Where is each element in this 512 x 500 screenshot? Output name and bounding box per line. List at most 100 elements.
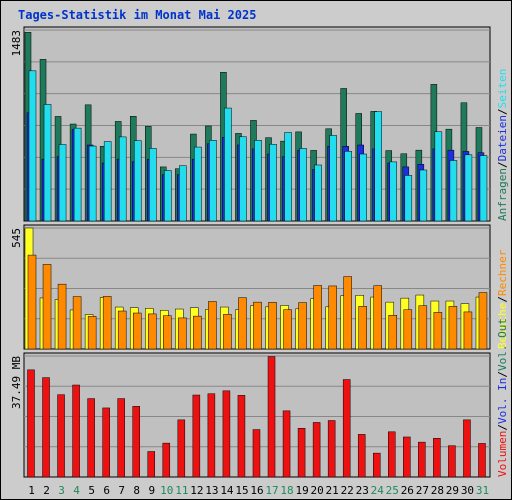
top-bar-seiten-day-26 <box>404 175 413 222</box>
day-label-3: 3 <box>58 484 65 497</box>
day-label-1: 1 <box>28 484 35 497</box>
day-label-13: 13 <box>205 484 218 497</box>
top-bar-seiten-day-6 <box>103 141 112 222</box>
day-label-24: 24 <box>371 484 385 497</box>
middle-legend-part: Besuche <box>496 303 509 349</box>
bottom-bar-volumen-day-20 <box>312 422 321 478</box>
top-legend-part: / <box>496 108 509 115</box>
top-bar-seiten-day-14 <box>224 107 232 222</box>
day-label-4: 4 <box>73 484 80 497</box>
bottom-bar-volumen-day-9 <box>147 451 156 478</box>
bottom-legend-part: Volumen <box>496 431 509 477</box>
top-legend-part: Dateien <box>496 115 509 161</box>
middle-bar-rechner-day-7 <box>117 310 127 350</box>
bottom-bar-volumen-day-16 <box>252 429 261 478</box>
top-bar-seiten-day-13 <box>209 140 217 222</box>
middle-bar-rechner-day-16 <box>253 301 262 350</box>
middle-bar-rechner-day-30 <box>463 311 473 350</box>
top-bar-seiten-day-1 <box>28 70 37 222</box>
middle-legend-part: / <box>496 296 509 303</box>
middle-bar-rechner-day-10 <box>163 315 172 350</box>
middle-bar-rechner-day-17 <box>268 302 277 350</box>
top-bar-seiten-day-2 <box>43 104 52 222</box>
day-label-16: 16 <box>250 484 263 497</box>
bottom-bar-volumen-day-2 <box>42 377 50 478</box>
top-bar-seiten-day-9 <box>149 148 157 222</box>
day-label-29: 29 <box>446 484 459 497</box>
day-label-12: 12 <box>190 484 203 497</box>
middle-bar-rechner-day-14 <box>223 314 232 350</box>
top-legend-part: / <box>496 161 509 168</box>
middle-bar-rechner-day-6 <box>102 296 112 350</box>
bottom-bar-volumen-day-15 <box>237 395 246 478</box>
middle-bar-rechner-day-5 <box>87 316 97 350</box>
top-bar-seiten-day-4 <box>73 127 82 222</box>
bottom-bar-volumen-day-11 <box>177 419 186 478</box>
top-ytick-label: 1483 <box>10 30 23 57</box>
bottom-bar-volumen-day-29 <box>448 445 456 478</box>
bottom-bar-volumen-day-6 <box>102 407 110 478</box>
top-bar-seiten-day-22 <box>344 151 352 222</box>
bottom-bar-volumen-day-12 <box>192 394 201 478</box>
bottom-bar-volumen-day-26 <box>403 436 411 478</box>
bottom-bar-volumen-day-23 <box>357 434 366 478</box>
middle-bar-rechner-day-12 <box>193 315 202 350</box>
middle-ytick-label: 545 <box>10 228 23 248</box>
top-legend-part: Seiten <box>496 69 509 109</box>
middle-bar-rechner-day-4 <box>72 296 82 350</box>
bottom-bar-volumen-day-14 <box>222 390 231 478</box>
top-bar-seiten-day-21 <box>329 135 337 222</box>
top-bar-seiten-day-5 <box>88 145 97 222</box>
bottom-bar-volumen-day-24 <box>372 452 381 478</box>
day-label-8: 8 <box>133 484 140 497</box>
bottom-bar-volumen-day-5 <box>87 398 95 478</box>
middle-bar-rechner-day-3 <box>57 283 67 350</box>
top-bar-seiten-day-19 <box>299 148 307 222</box>
day-label-9: 9 <box>148 484 155 497</box>
chart-title: Tages-Statistik im Monat Mai 2025 <box>18 8 256 22</box>
bottom-bar-volumen-day-8 <box>132 406 140 478</box>
day-label-14: 14 <box>220 484 234 497</box>
middle-bar-rechner-day-18 <box>283 309 292 350</box>
middle-bar-rechner-day-22 <box>343 276 352 350</box>
top-bar-seiten-day-7 <box>118 136 127 222</box>
middle-bar-rechner-day-1 <box>27 254 37 350</box>
day-label-23: 23 <box>356 484 369 497</box>
top-bar-seiten-day-16 <box>254 140 262 222</box>
bottom-bar-volumen-day-7 <box>117 398 125 478</box>
top-bar-seiten-day-30 <box>464 154 473 222</box>
bottom-bar-volumen-day-18 <box>282 410 291 478</box>
bottom-ytick-label: 37.49 MB <box>10 356 23 409</box>
top-bar-seiten-day-8 <box>133 140 142 222</box>
middle-bar-rechner-day-27 <box>418 305 428 350</box>
day-label-10: 10 <box>160 484 173 497</box>
bottom-bar-volumen-day-22 <box>342 379 351 478</box>
day-label-11: 11 <box>175 484 188 497</box>
bottom-legend-part: Vol. Out <box>496 318 509 371</box>
bottom-bar-volumen-day-10 <box>162 442 171 478</box>
top-bar-seiten-day-25 <box>389 161 398 222</box>
bottom-bar-volumen-day-21 <box>327 420 336 478</box>
top-bar-seiten-day-20 <box>314 164 322 222</box>
day-label-28: 28 <box>431 484 444 497</box>
day-label-7: 7 <box>118 484 125 497</box>
top-bar-seiten-day-23 <box>359 153 367 222</box>
middle-bar-rechner-day-28 <box>433 312 443 350</box>
middle-bar-rechner-day-13 <box>208 301 217 350</box>
middle-bar-rechner-day-31 <box>478 292 488 350</box>
bottom-bar-volumen-day-1 <box>27 369 35 478</box>
bottom-legend-part: / <box>496 424 509 431</box>
middle-bar-rechner-day-23 <box>358 306 367 350</box>
top-bar-seiten-day-12 <box>194 146 202 222</box>
middle-bar-rechner-day-26 <box>403 309 413 350</box>
middle-bar-rechner-day-11 <box>178 317 187 350</box>
bottom-bar-volumen-day-28 <box>433 438 441 478</box>
bottom-bar-volumen-day-19 <box>297 428 306 478</box>
day-label-15: 15 <box>235 484 248 497</box>
day-label-17: 17 <box>265 484 278 497</box>
top-bar-seiten-day-11 <box>179 165 187 222</box>
bottom-bar-volumen-day-30 <box>463 419 471 478</box>
middle-legend: Besuche/Rechner <box>496 249 509 349</box>
bottom-bar-volumen-day-4 <box>72 384 80 478</box>
